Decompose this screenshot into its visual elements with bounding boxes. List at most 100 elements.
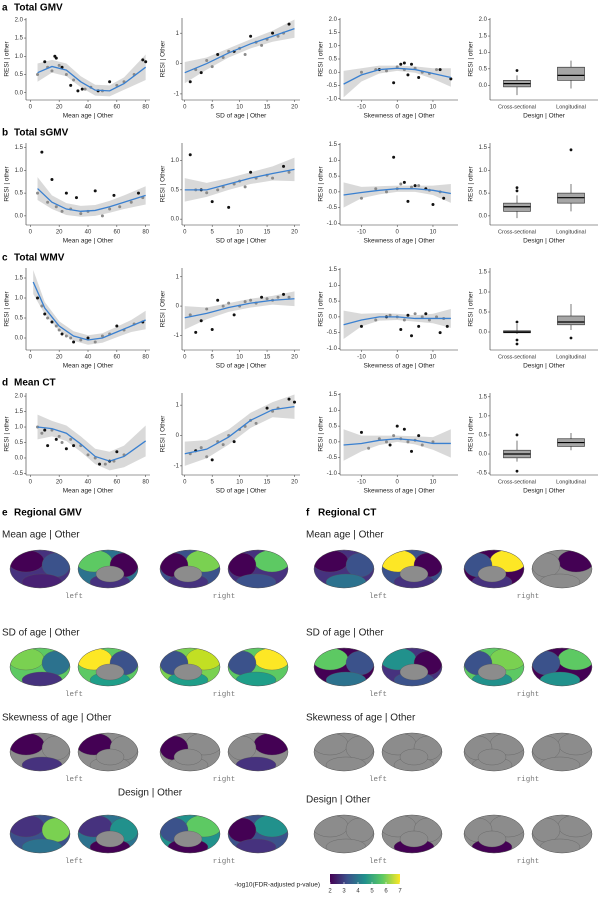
data-point — [64, 72, 68, 76]
region — [557, 733, 592, 756]
data-point — [367, 446, 371, 450]
x-tick-label: Longitudinal — [556, 354, 586, 360]
chart: 0.0 0.5 1.0 1.5 RESI | other Design | Other Cr… — [468, 143, 598, 245]
hemisphere-label: right — [517, 593, 540, 601]
medial-wall — [173, 748, 203, 766]
hemisphere-label: left — [369, 691, 387, 699]
region — [314, 815, 349, 838]
region — [345, 650, 374, 676]
data-point — [413, 184, 417, 188]
outline — [9, 814, 71, 854]
region — [253, 648, 288, 671]
region — [253, 550, 288, 573]
data-point — [86, 336, 90, 340]
outline — [77, 814, 139, 854]
data-point — [249, 34, 253, 38]
region — [21, 671, 63, 686]
data-point — [79, 338, 83, 342]
data-point — [108, 80, 112, 84]
y-tick-label: 0.0 — [479, 452, 488, 458]
data-point — [431, 203, 435, 206]
x-tick-label: Longitudinal — [556, 229, 586, 235]
data-point — [115, 450, 119, 454]
data-point — [388, 443, 392, 447]
data-point — [410, 449, 414, 453]
data-point — [188, 313, 192, 317]
region — [325, 671, 367, 686]
y-tick-label: 0.5 — [171, 187, 180, 193]
region — [10, 815, 45, 838]
y-tick-label: 1.0 — [479, 168, 488, 174]
y-tick-label: 0.0 — [15, 213, 24, 219]
y-tick-label: 0.5 — [479, 310, 488, 316]
y-tick-label: -1 — [174, 333, 180, 339]
outline — [9, 647, 71, 687]
x-tick-label: 60 — [113, 480, 120, 486]
data-point — [374, 187, 378, 191]
colorbar-tick-label: 7 — [398, 889, 402, 895]
x-tick-label: 80 — [142, 480, 149, 486]
region — [325, 838, 367, 853]
region — [253, 815, 288, 838]
fit-line — [184, 28, 295, 74]
data-point — [194, 330, 198, 334]
data-point — [210, 200, 214, 204]
hemisphere — [160, 815, 220, 853]
region — [557, 550, 592, 573]
y-tick-label: 1.0 — [329, 158, 338, 164]
data-point — [449, 77, 453, 81]
region — [41, 552, 70, 578]
data-point — [402, 318, 406, 322]
y-tick-label: -1.0 — [327, 346, 338, 352]
y-tick-label: 1.5 — [479, 270, 488, 276]
data-point — [260, 295, 264, 299]
y-axis-label: RESI | Other — [160, 40, 167, 78]
region — [235, 671, 277, 686]
data-point — [276, 295, 280, 299]
data-point — [435, 315, 439, 319]
hemisphere — [228, 648, 288, 686]
map-title: Skewness of age | Other — [306, 713, 416, 724]
data-point — [402, 61, 406, 65]
hemisphere — [382, 648, 442, 686]
hemisphere — [228, 733, 288, 771]
x-tick-label: 40 — [85, 230, 92, 236]
y-tick-label: 2.0 — [15, 394, 24, 400]
hemisphere-label: left — [65, 691, 83, 699]
hemisphere — [532, 733, 592, 771]
data-point — [57, 434, 61, 438]
y-axis-label: RESI | other — [318, 291, 325, 327]
region — [235, 756, 277, 771]
outlier — [515, 469, 519, 473]
hemisphere — [10, 815, 70, 853]
data-point — [271, 176, 275, 180]
y-axis-label: RESI | other — [468, 291, 475, 327]
data-point — [282, 292, 286, 296]
outline — [77, 647, 139, 687]
data-point — [199, 71, 203, 75]
data-point — [438, 68, 442, 72]
region — [10, 733, 45, 756]
x-tick-label: Cross-sectional — [498, 229, 536, 235]
data-point — [438, 331, 442, 335]
data-point — [118, 205, 122, 209]
data-point — [445, 324, 449, 328]
data-point — [377, 437, 381, 441]
y-tick-label: -1 — [174, 92, 180, 98]
fit-line — [184, 406, 295, 455]
y-tick-label: -0.5 — [327, 83, 338, 89]
chart: 0.0 0.5 1.0 1.5 RESI | other Mean age | Other… — [4, 268, 150, 370]
chart: 0.0 0.5 1.0 1.5 RESI | other Design | Other Cr… — [468, 268, 598, 370]
y-tick-label: 0 — [176, 61, 180, 67]
x-tick-label: 10 — [236, 105, 243, 111]
data-point — [435, 68, 439, 72]
medial-wall — [477, 663, 507, 681]
y-tick-label: 1.5 — [329, 142, 338, 148]
region — [539, 573, 581, 588]
outlier — [515, 320, 519, 324]
x-tick-label: 10 — [430, 230, 437, 236]
medial-wall — [95, 748, 125, 766]
x-tick-label: 20 — [291, 480, 298, 486]
data-point — [359, 70, 363, 74]
x-tick-label: 10 — [430, 355, 437, 361]
